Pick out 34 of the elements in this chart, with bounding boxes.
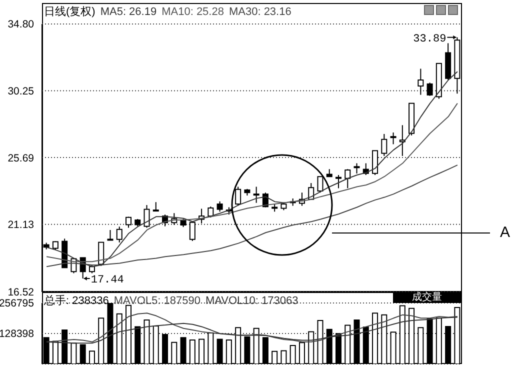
text: A (500, 224, 510, 241)
candlestick (336, 174, 342, 189)
candlestick (98, 242, 104, 266)
candlestick (372, 150, 378, 176)
candlestick (253, 186, 260, 204)
series-label: MAVOL10: 173063 (205, 295, 298, 307)
candlestick (116, 226, 122, 243)
y-tick-label: 30.25 (8, 85, 34, 98)
candlestick (354, 162, 360, 174)
chart-title: 日线(复权) (44, 6, 96, 18)
candlestick (189, 221, 196, 242)
candlestick (390, 132, 396, 145)
y-tick-label: 34.80 (8, 18, 34, 31)
candlestick (344, 168, 351, 189)
annotation: 成交量 (393, 292, 461, 303)
y-tick-label: 21.13 (8, 219, 34, 232)
y-tick-label: 25.69 (8, 152, 34, 164)
candlestick (381, 133, 388, 156)
candlestick (317, 176, 324, 194)
y-tick-label: 128398 (0, 328, 34, 340)
candlestick (144, 204, 150, 228)
text: MA5: 26.19 (100, 6, 157, 18)
candlestick (235, 186, 242, 206)
candlestick (426, 82, 433, 96)
candlestick (208, 206, 214, 218)
y-tick-label: 16.52 (8, 286, 34, 299)
text: MA10: 25.28 (162, 6, 224, 18)
annotation: 33.89 (413, 33, 446, 46)
annotation: 17.44 (90, 274, 124, 287)
candlestick (107, 229, 114, 241)
candlestick (418, 68, 424, 96)
chart-title: 总手: 238336 (44, 295, 109, 307)
text: MA30: 23.16 (228, 6, 292, 18)
candlestick (216, 200, 223, 212)
